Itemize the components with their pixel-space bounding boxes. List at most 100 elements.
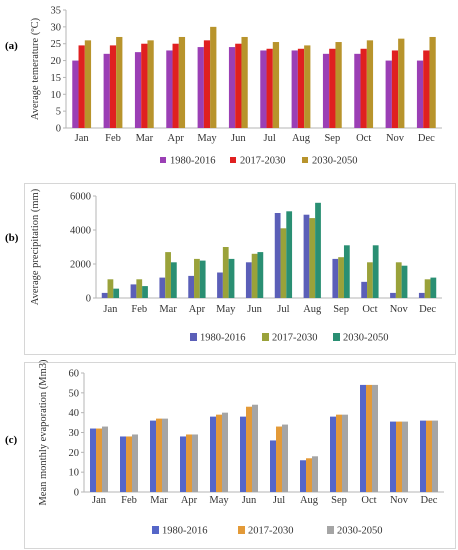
x-tick-label: Nov: [390, 304, 409, 315]
bar-apr-2030-2050: [192, 434, 198, 492]
bar-oct-2017-2030: [366, 384, 372, 492]
x-tick-label: Feb: [121, 495, 137, 506]
y-tick-label: 60: [69, 369, 80, 380]
x-tick-label: May: [216, 304, 236, 315]
y-tick-label: 25: [51, 39, 62, 50]
x-tick-label: Apr: [167, 133, 184, 144]
bar-jun-1980-2016: [245, 262, 252, 298]
y-tick-label: 2000: [70, 260, 91, 271]
y-axis-label: Average precipitation (mm): [30, 188, 41, 305]
bar-jul-2030-2050: [282, 424, 288, 492]
x-tick-label: Sep: [333, 304, 349, 315]
y-axis-label: Average temerature (ºC): [30, 17, 41, 120]
y-tick-label: 30: [69, 428, 80, 439]
bar-apr-2017-2030: [194, 258, 200, 298]
bar-feb-2030-2050: [142, 286, 148, 298]
bar-jan-2017-2030: [78, 45, 85, 128]
bar-may-2017-2030: [203, 40, 211, 128]
bar-feb-2017-2030: [109, 45, 117, 128]
bar-jan-1980-2016: [101, 292, 108, 298]
bar-mar-2030-2050: [162, 418, 168, 492]
x-tick-label: Jul: [273, 495, 285, 506]
bar-nov-1980-2016: [385, 60, 392, 129]
bar-may-2030-2050: [228, 258, 235, 298]
legend-swatch-1980-2016: [160, 157, 166, 163]
x-tick-label: Mar: [136, 133, 154, 144]
bar-jan-2017-2030: [96, 428, 102, 492]
bar-dec-1980-2016: [420, 420, 426, 492]
x-tick-label: Oct: [362, 304, 377, 315]
y-tick-label: 35: [51, 6, 62, 17]
bar-apr-1980-2016: [188, 275, 195, 298]
bar-nov-2030-2050: [401, 265, 408, 298]
legend-swatch-1980-2016: [190, 333, 197, 341]
x-tick-label: Feb: [105, 133, 121, 144]
y-tick-label: 10: [69, 468, 80, 479]
bar-jan-2030-2050: [113, 288, 120, 298]
bar-mar-2017-2030: [156, 418, 162, 492]
bar-aug-2030-2050: [304, 45, 311, 128]
bar-feb-1980-2016: [103, 53, 110, 129]
x-tick-label: Sep: [324, 133, 340, 144]
legend-swatch-2017-2030: [262, 333, 269, 341]
bar-mar-2030-2050: [147, 40, 154, 128]
bar-nov-1980-2016: [390, 421, 396, 492]
bar-dec-1980-2016: [416, 60, 424, 129]
bar-nov-2017-2030: [391, 50, 399, 129]
bar-may-2017-2030: [222, 247, 229, 298]
x-tick-label: Apr: [189, 304, 206, 315]
bar-sep-2030-2050: [335, 42, 342, 128]
x-tick-label: Aug: [300, 495, 319, 506]
bar-sep-2017-2030: [336, 414, 342, 492]
y-tick-label: 0: [86, 294, 91, 305]
bar-aug-2030-2050: [312, 456, 318, 492]
bar-apr-2017-2030: [172, 43, 179, 128]
bar-jan-2030-2050: [102, 426, 108, 492]
bar-sep-1980-2016: [332, 258, 339, 298]
bar-jul-1980-2016: [270, 440, 276, 492]
legend-label-2017-2030: 2017-2030: [240, 156, 286, 167]
bar-jan-1980-2016: [72, 60, 79, 129]
bar-aug-2017-2030: [306, 458, 312, 492]
panel-label-a: (a): [5, 40, 18, 52]
bar-feb-2017-2030: [136, 279, 143, 298]
bar-dec-2030-2050: [432, 420, 438, 492]
legend-swatch-2017-2030: [230, 157, 236, 163]
legend-label-1980-2016: 1980-2016: [170, 156, 216, 167]
bar-mar-1980-2016: [159, 277, 166, 298]
legend-swatch-2017-2030: [238, 526, 245, 534]
bar-oct-1980-2016: [361, 281, 368, 298]
y-tick-label: 30: [51, 22, 62, 33]
bar-may-2030-2050: [210, 26, 217, 128]
bar-mar-2030-2050: [170, 262, 177, 298]
legend-label-2030-2050: 2030-2050: [343, 333, 389, 344]
y-tick-label: 0: [74, 488, 79, 499]
bar-nov-2030-2050: [398, 38, 405, 128]
bar-jun-2017-2030: [246, 406, 252, 492]
x-tick-label: Jun: [247, 304, 262, 315]
x-tick-label: Nov: [386, 133, 405, 144]
legend-label-2017-2030: 2017-2030: [272, 333, 318, 344]
bar-aug-2017-2030: [309, 218, 316, 298]
x-tick-label: Apr: [181, 495, 198, 506]
y-tick-label: 6000: [70, 192, 91, 203]
bar-jun-2030-2050: [257, 252, 264, 298]
bar-may-2030-2050: [222, 412, 228, 492]
y-tick-label: 10: [51, 90, 62, 101]
x-tick-label: Sep: [331, 495, 347, 506]
bar-jul-2030-2050: [286, 211, 293, 298]
x-tick-label: Jul: [277, 304, 289, 315]
bar-jun-1980-2016: [240, 416, 246, 492]
y-tick-label: 20: [69, 448, 80, 459]
bar-jun-1980-2016: [228, 47, 236, 129]
bar-mar-1980-2016: [150, 420, 156, 492]
y-tick-label: 20: [51, 56, 62, 67]
legend-swatch-1980-2016: [152, 526, 159, 534]
temperature-chart: 0 5 10 15 20 25 30 35 Average temerature (ºC) Jan…: [30, 6, 442, 167]
x-tick-label: Nov: [390, 495, 409, 506]
bar-feb-2017-2030: [126, 436, 132, 492]
bar-feb-1980-2016: [130, 284, 137, 298]
legend-swatch-2030-2050: [327, 526, 334, 534]
y-tick-label: 40: [69, 408, 80, 419]
bar-may-1980-2016: [210, 416, 216, 492]
